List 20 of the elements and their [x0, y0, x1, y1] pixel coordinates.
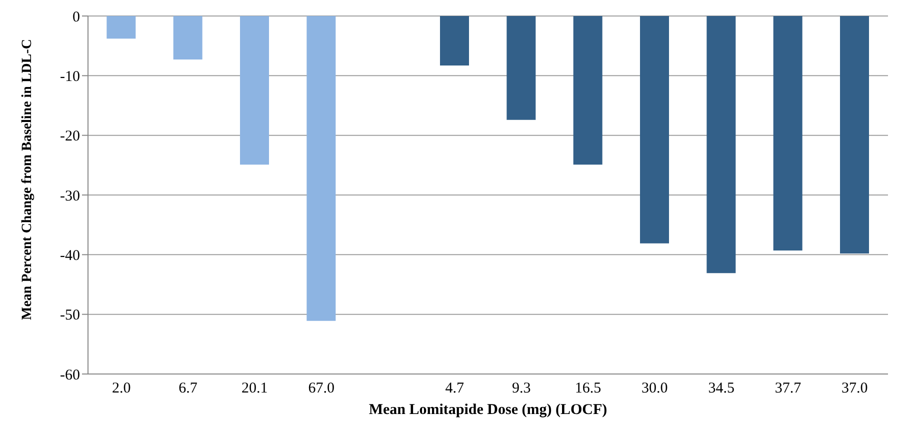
x-tick-label: 30.0	[642, 380, 668, 397]
y-axis-title: Mean Percent Change from Baseline in LDL-C	[20, 38, 35, 320]
x-tick-label: 37.0	[842, 380, 868, 397]
x-tick-label: 16.5	[574, 380, 602, 397]
x-tick-label: 2.0	[112, 380, 131, 397]
y-tick-label: -30	[60, 188, 80, 204]
y-tick-label: -50	[60, 308, 80, 324]
x-tick-label: 6.7	[178, 380, 198, 397]
x-axis-title: Mean Lomitapide Dose (mg) (LOCF)	[368, 402, 608, 418]
y-tick-label: -40	[60, 248, 80, 264]
y-tick-label: -10	[60, 68, 80, 85]
y-tick-label: -60	[60, 367, 80, 384]
x-tick-label: 4.7	[445, 380, 465, 397]
y-tick-label: 0	[72, 9, 80, 26]
x-tick-label: 20.1	[242, 380, 268, 397]
x-tick-label: 37.7	[774, 380, 802, 397]
x-tick-label: 9.3	[512, 380, 531, 397]
x-tick-label: 67.0	[308, 380, 334, 397]
y-tick-label: -20	[60, 128, 80, 145]
x-tick-label: 34.5	[708, 380, 734, 397]
